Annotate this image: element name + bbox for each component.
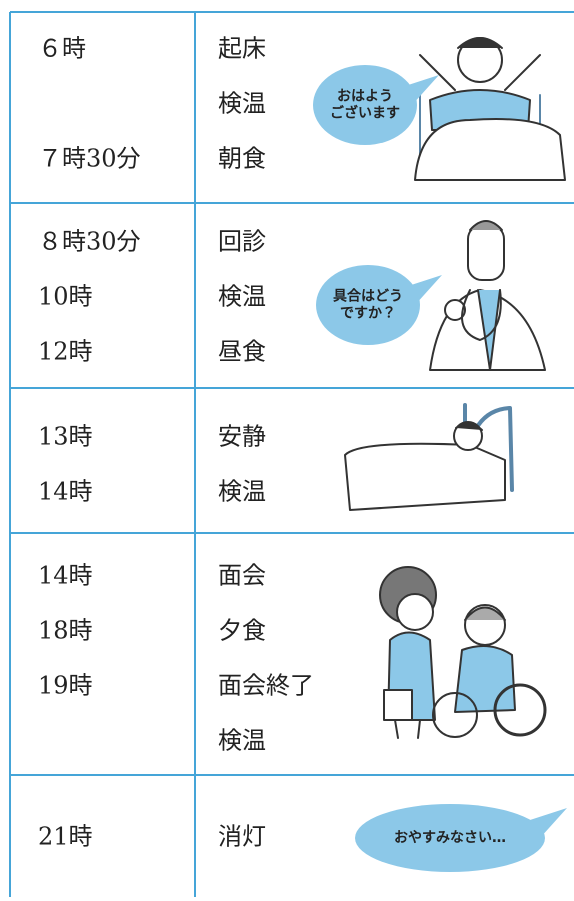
speech-bubble [355,804,545,872]
speech-text: ですか？ [340,306,396,322]
activity: 検温 [218,283,266,311]
activity: 朝食 [218,145,266,173]
time: 14時 [38,562,93,590]
activity: 回診 [218,228,266,256]
activity: 起床 [218,35,266,63]
speech-bubble [316,265,420,345]
activity: 検温 [218,90,266,118]
speech-text: おはよう [337,89,393,105]
time: 10時 [38,283,93,311]
activity: 昼食 [218,338,266,366]
illustration-visit [379,566,547,739]
activity: 安静 [218,423,266,451]
activity: 消灯 [218,823,266,851]
activity: 面会終了 [218,672,314,700]
speech-text: ございます [330,105,400,122]
time: 14時 [38,478,93,506]
activity: 夕食 [218,617,266,645]
time: ６時 [38,35,86,63]
time: 18時 [38,617,93,645]
time: ７時30分 [38,145,141,173]
activity: 検温 [218,478,266,506]
time: 21時 [38,823,93,851]
illustration-resting [344,403,514,511]
illustration-doctor [429,220,546,371]
time: 19時 [38,672,93,700]
speech-text: おやすみなさい… [394,830,506,846]
speech-bubble [313,65,417,145]
time: 12時 [38,338,93,366]
speech-text: 具合はどう [333,288,403,305]
illustration-waking [414,37,566,181]
activity: 検温 [218,727,266,755]
time: 13時 [38,423,93,451]
time: ８時30分 [38,228,141,256]
activity: 面会 [218,562,266,590]
